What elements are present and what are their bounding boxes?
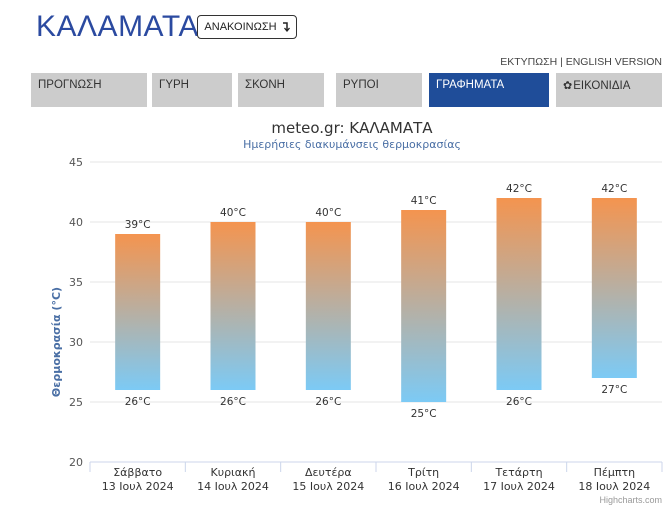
x-tick-day-label: Σάββατο [113, 466, 162, 479]
temperature-range-bar[interactable] [401, 210, 447, 402]
english-version-link[interactable]: ENGLISH VERSION [565, 56, 662, 68]
max-temp-label: 39°C [125, 219, 151, 231]
min-temp-label: 26°C [220, 396, 246, 408]
nav-tabs: ΠΡΟΓΝΩΣΗ ΓΥΡΗ ΣΚΟΝΗ ΡΥΠΟΙ ΓΡΑΦΗΜΑΤΑ ✿ΕΙΚ… [0, 73, 672, 107]
chart-subtitle: Ημερήσιες διακυμάνσεις θερμοκρασίας [243, 138, 461, 151]
min-temp-label: 26°C [506, 396, 532, 408]
x-tick-date-label: 15 Ιουλ 2024 [292, 480, 364, 493]
tab-pollutants-label: ΡΥΠΟΙ [343, 79, 379, 91]
temperature-range-bar[interactable] [210, 222, 256, 390]
x-tick-date-label: 18 Ιουλ 2024 [578, 480, 650, 493]
y-tick-label: 20 [69, 456, 83, 469]
chart-title: meteo.gr: ΚΑΛΑΜΑΤΑ [271, 119, 433, 137]
x-tick-date-label: 16 Ιουλ 2024 [388, 480, 460, 493]
max-temp-label: 40°C [220, 207, 246, 219]
announcement-label: ΑΝΑΚΟΙΝΩΣΗ [204, 21, 277, 33]
turn-down-arrow-icon [282, 22, 290, 32]
temperature-range-bar[interactable] [591, 198, 637, 378]
print-link[interactable]: ΕΚΤΥΠΩΣΗ [500, 56, 558, 68]
tab-forecast[interactable]: ΠΡΟΓΝΩΣΗ [31, 73, 147, 107]
y-tick-label: 30 [69, 336, 83, 349]
temperature-range-bar[interactable] [496, 198, 542, 390]
min-temp-label: 25°C [411, 408, 437, 420]
tab-pollen-label: ΓΥΡΗ [159, 79, 189, 91]
tab-widgets-label: ΕΙΚΟΝΙΔΙΑ [573, 80, 631, 92]
x-tick-date-label: 17 Ιουλ 2024 [483, 480, 555, 493]
highcharts-credit[interactable]: Highcharts.com [599, 495, 662, 505]
temperature-range-bar[interactable] [305, 222, 351, 390]
x-tick-date-label: 13 Ιουλ 2024 [102, 480, 174, 493]
x-tick-day-label: Κυριακή [211, 466, 256, 479]
y-tick-label: 35 [69, 276, 83, 289]
x-tick-day-label: Τετάρτη [494, 466, 542, 479]
x-tick-day-label: Δευτέρα [305, 466, 352, 479]
city-title: ΚΑΛΑΜΑΤΑ [36, 10, 199, 43]
x-tick-day-label: Τρίτη [407, 466, 439, 479]
gear-icon: ✿ [563, 80, 573, 92]
tab-dust-label: ΣΚΟΝΗ [245, 79, 285, 91]
y-tick-label: 45 [69, 156, 83, 169]
max-temp-label: 41°C [411, 195, 437, 207]
top-links: ΕΚΤΥΠΩΣΗ | ENGLISH VERSION [500, 56, 662, 68]
tab-pollutants[interactable]: ΡΥΠΟΙ [336, 73, 422, 107]
tab-charts[interactable]: ΓΡΑΦΗΜΑΤΑ [429, 73, 549, 107]
max-temp-label: 42°C [506, 183, 532, 195]
x-tick-day-label: Πέμπτη [594, 466, 635, 479]
temperature-range-bar[interactable] [115, 234, 161, 390]
y-tick-label: 25 [69, 396, 83, 409]
y-tick-label: 40 [69, 216, 83, 229]
min-temp-label: 26°C [125, 396, 151, 408]
x-tick-date-label: 14 Ιουλ 2024 [197, 480, 269, 493]
min-temp-label: 27°C [601, 384, 627, 396]
y-axis-title: Θερμοκρασία (°C) [50, 287, 63, 397]
max-temp-label: 40°C [315, 207, 341, 219]
tab-pollen[interactable]: ΓΥΡΗ [152, 73, 232, 107]
tab-widgets[interactable]: ✿ΕΙΚΟΝΙΔΙΑ [556, 73, 662, 107]
tab-forecast-label: ΠΡΟΓΝΩΣΗ [38, 79, 102, 91]
max-temp-label: 42°C [601, 183, 627, 195]
tab-dust[interactable]: ΣΚΟΝΗ [238, 73, 324, 107]
temperature-range-chart: meteo.gr: ΚΑΛΑΜΑΤΑ Ημερήσιες διακυμάνσει… [50, 119, 663, 505]
announcement-button[interactable]: ΑΝΑΚΟΙΝΩΣΗ [197, 15, 297, 39]
links-separator: | [557, 56, 566, 68]
tab-charts-label: ΓΡΑΦΗΜΑΤΑ [436, 79, 505, 91]
min-temp-label: 26°C [315, 396, 341, 408]
